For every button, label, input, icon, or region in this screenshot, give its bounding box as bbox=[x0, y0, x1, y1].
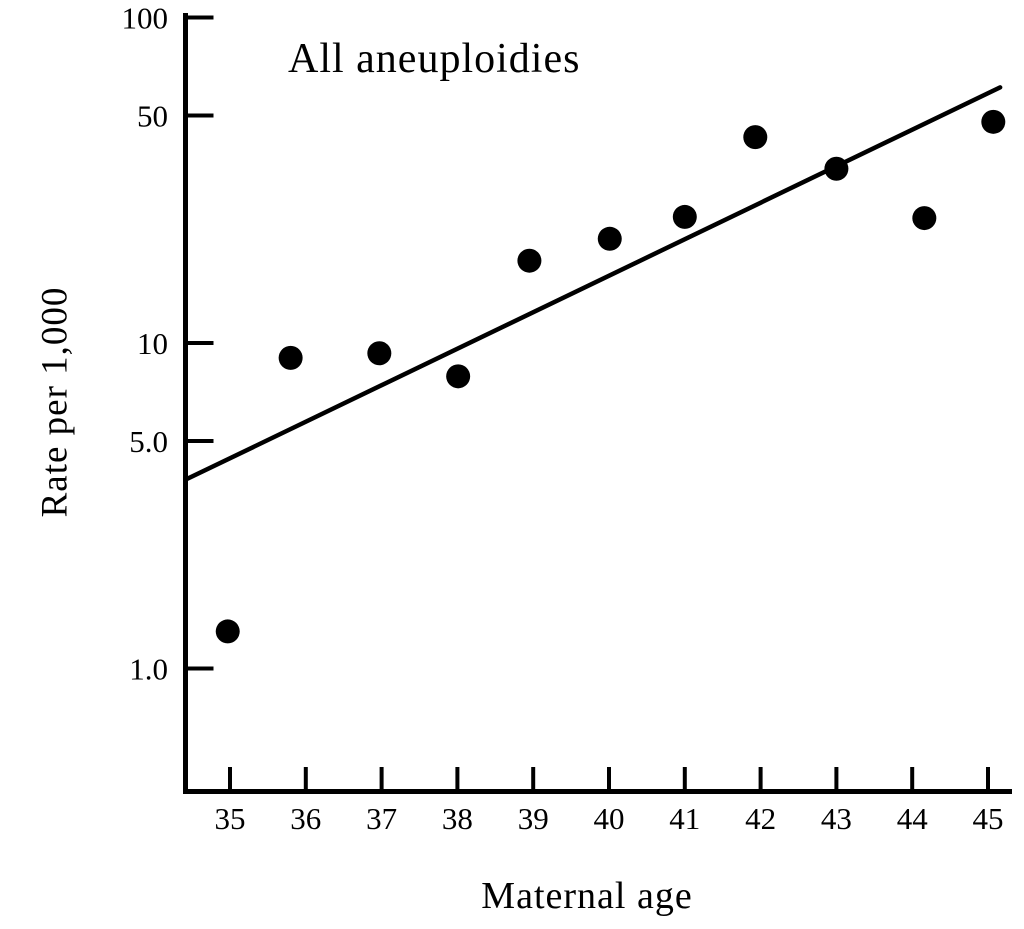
y-tick-label-10: 10 bbox=[137, 326, 168, 361]
x-tick-label-41: 41 bbox=[669, 801, 700, 836]
data-point-age-38 bbox=[446, 364, 471, 389]
data-point-age-37 bbox=[367, 341, 392, 366]
x-tick-label-37: 37 bbox=[366, 801, 397, 836]
data-point-age-39 bbox=[517, 248, 542, 273]
data-point-age-45 bbox=[981, 109, 1006, 134]
y-tick-label-5.0: 5.0 bbox=[129, 424, 168, 459]
x-tick-label-45: 45 bbox=[973, 801, 1004, 836]
x-tick-label-36: 36 bbox=[290, 801, 321, 836]
y-tick-label-100: 100 bbox=[122, 1, 169, 36]
data-point-age-35 bbox=[215, 619, 240, 644]
data-point-age-36 bbox=[278, 345, 303, 370]
data-point-age-41 bbox=[672, 204, 697, 229]
x-tick-label-40: 40 bbox=[594, 801, 625, 836]
data-point-age-43 bbox=[824, 156, 849, 181]
y-tick-label-1.0: 1.0 bbox=[129, 652, 168, 687]
data-point-age-40 bbox=[597, 226, 622, 251]
x-tick-label-39: 39 bbox=[518, 801, 549, 836]
x-axis-title: Maternal age bbox=[481, 875, 693, 917]
chart-title: All aneuploidies bbox=[288, 36, 581, 82]
y-axis-title: Rate per 1,000 bbox=[34, 286, 76, 518]
x-tick-label-35: 35 bbox=[215, 801, 246, 836]
y-tick-label-50: 50 bbox=[137, 98, 168, 133]
x-tick-label-43: 43 bbox=[821, 801, 852, 836]
x-tick-label-42: 42 bbox=[745, 801, 776, 836]
x-tick-label-44: 44 bbox=[897, 801, 929, 836]
trend-line bbox=[183, 85, 1003, 483]
data-point-age-42 bbox=[743, 125, 768, 150]
x-tick-label-38: 38 bbox=[442, 801, 473, 836]
data-point-age-44 bbox=[912, 206, 937, 231]
